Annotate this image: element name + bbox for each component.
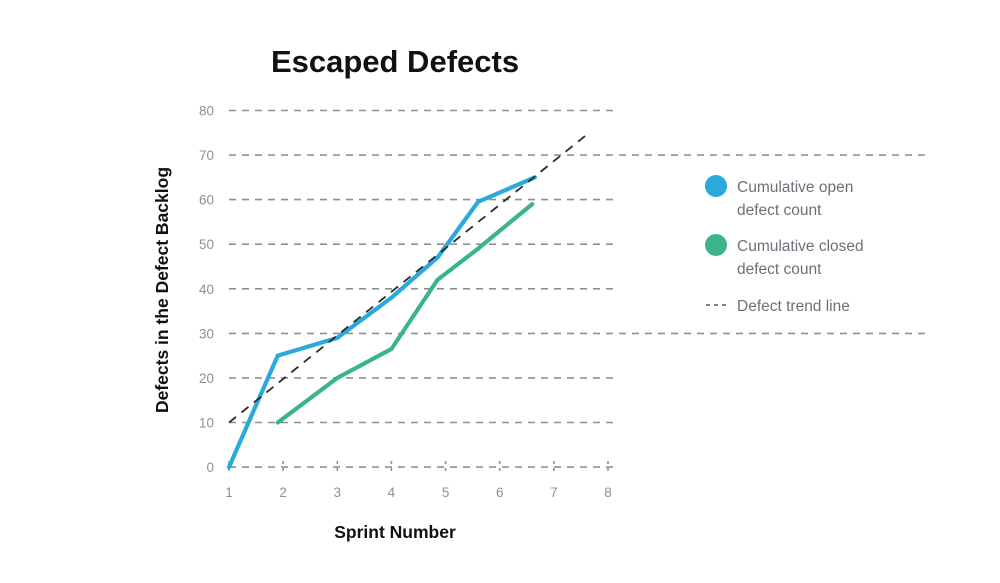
chart-title: Escaped Defects	[271, 44, 519, 79]
ytick-label-70: 70	[199, 148, 214, 163]
legend-label-closed-line2: defect count	[737, 261, 822, 278]
y-axis-tick-labels: 80 70 60 50 40 30 20 10 0	[199, 104, 214, 476]
series-line-closed	[275, 202, 535, 425]
ytick-label-60: 60	[199, 193, 214, 208]
ytick-label-20: 20	[199, 371, 214, 386]
xtick-label-5: 5	[442, 485, 450, 500]
xtick-label-7: 7	[550, 485, 558, 500]
legend-label-open-line2: defect count	[737, 202, 822, 219]
ytick-label-0: 0	[206, 460, 214, 475]
y-axis-title: Defects in the Defect Backlog	[152, 167, 172, 413]
xtick-label-4: 4	[388, 485, 396, 500]
legend-label-trend-line1: Defect trend line	[737, 298, 850, 315]
xtick-label-6: 6	[496, 485, 504, 500]
ytick-label-40: 40	[199, 282, 214, 297]
legend-label-open-line1: Cumulative open	[737, 179, 853, 196]
xtick-label-8: 8	[604, 485, 612, 500]
plot-series	[226, 132, 590, 470]
x-axis-tick-labels: 1 2 3 4 5 6 7 8	[225, 485, 612, 500]
x-axis-title: Sprint Number	[334, 522, 456, 542]
legend: Cumulative open defect count Cumulative …	[705, 175, 864, 315]
legend-item-open[interactable]: Cumulative open defect count	[705, 175, 853, 219]
ytick-label-80: 80	[199, 104, 214, 119]
ytick-label-50: 50	[199, 237, 214, 252]
ytick-label-30: 30	[199, 326, 214, 341]
legend-label-closed-line1: Cumulative closed	[737, 238, 864, 255]
ytick-label-10: 10	[199, 416, 214, 431]
xtick-label-1: 1	[225, 485, 233, 500]
legend-item-closed[interactable]: Cumulative closed defect count	[705, 234, 864, 278]
series-line-trend	[228, 132, 590, 424]
xtick-label-3: 3	[334, 485, 342, 500]
series-line-open	[226, 175, 538, 470]
legend-marker-open-icon	[705, 175, 727, 197]
legend-item-trend[interactable]: Defect trend line	[706, 298, 850, 315]
legend-marker-closed-icon	[705, 234, 727, 256]
xtick-label-2: 2	[279, 485, 287, 500]
